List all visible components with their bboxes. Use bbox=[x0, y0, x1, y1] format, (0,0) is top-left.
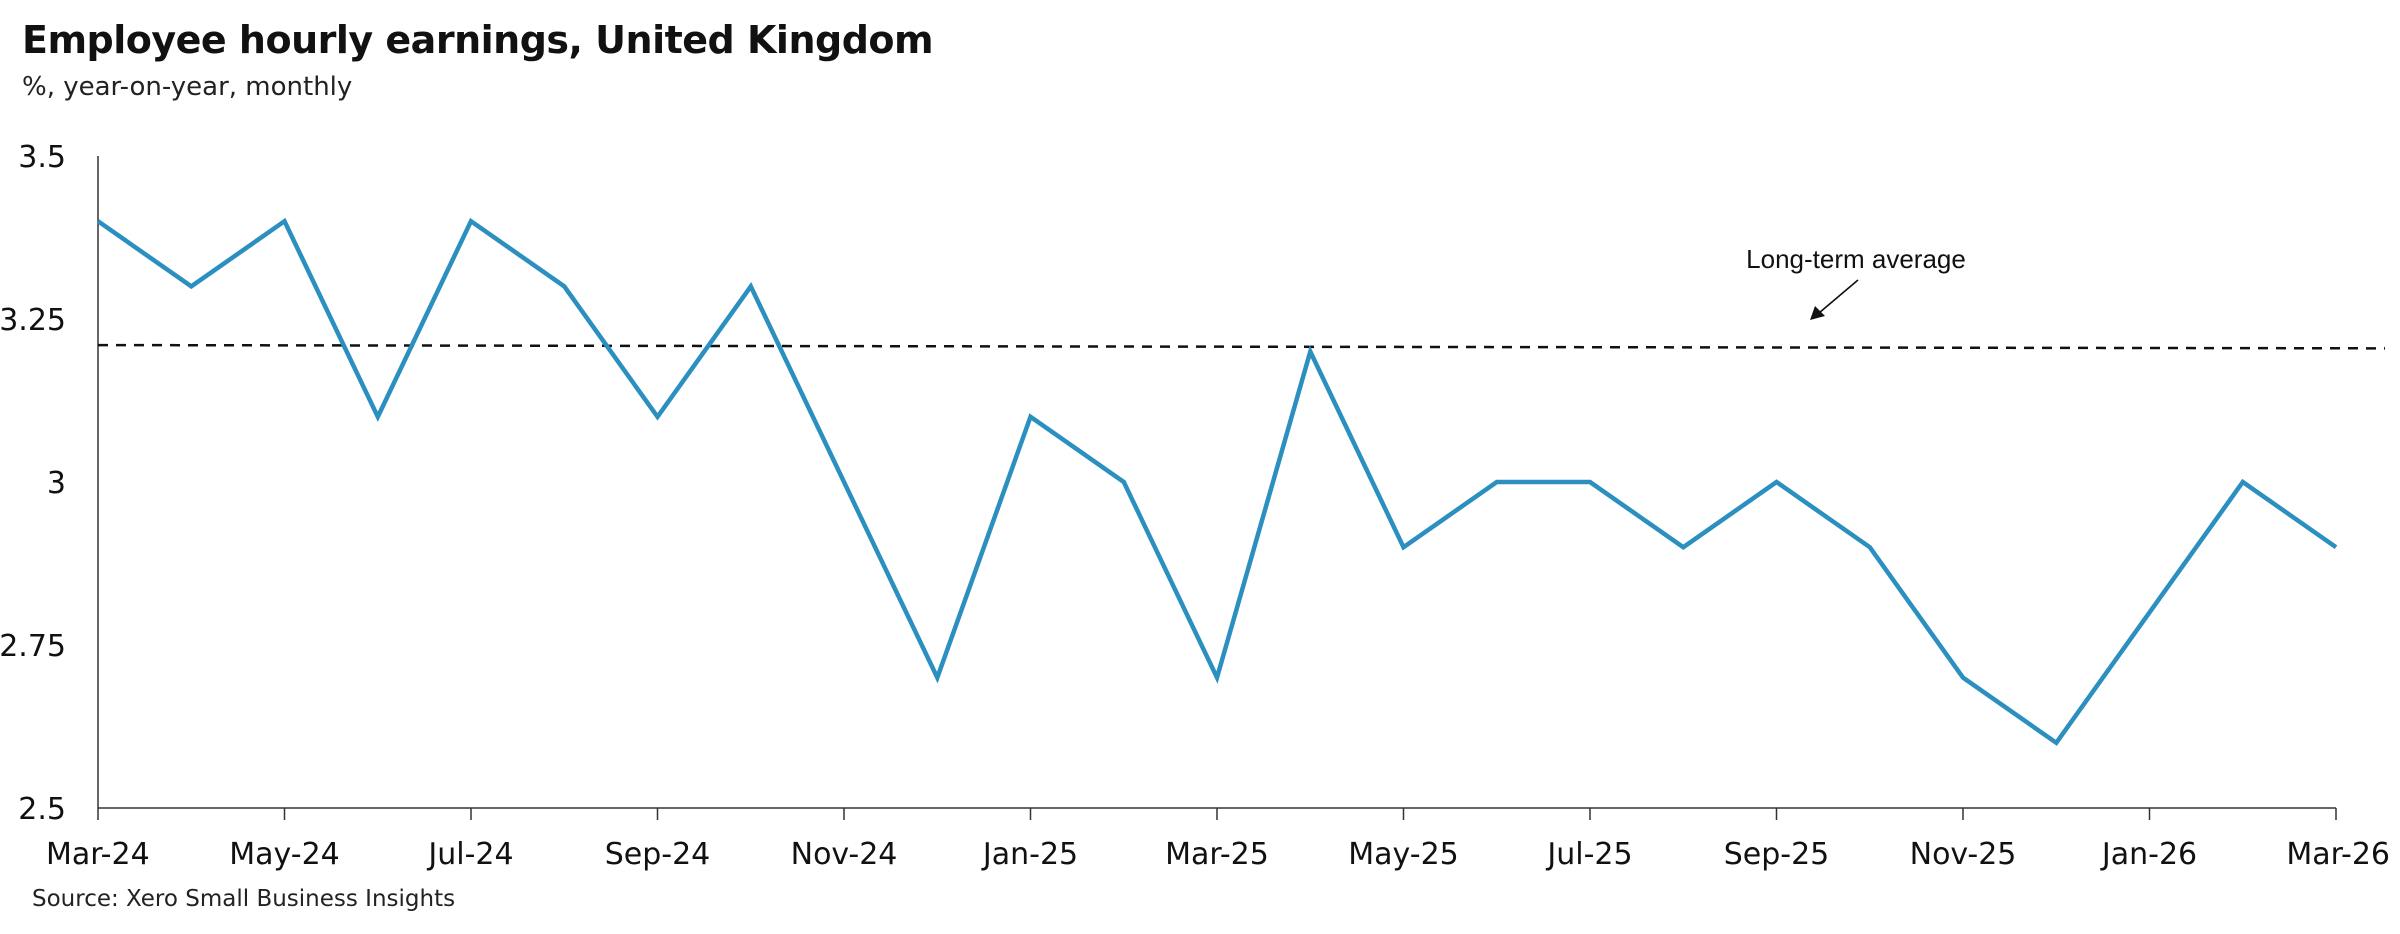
y-tick-label: 3.25 bbox=[0, 303, 66, 338]
y-tick-label: 3.5 bbox=[18, 140, 66, 175]
y-tick-label: 2.5 bbox=[18, 792, 66, 827]
y-tick-label: 2.75 bbox=[0, 629, 66, 664]
chart-source: Source: Xero Small Business Insights bbox=[32, 886, 456, 912]
x-tick-label: Mar-24 bbox=[46, 837, 150, 872]
chart-axes bbox=[97, 156, 2336, 809]
reference-line-group: Long-term average bbox=[97, 244, 2386, 350]
x-tick-label: Jul-24 bbox=[426, 837, 513, 872]
annotation-arrow-line bbox=[1818, 279, 1859, 314]
reference-line-label: Long-term average bbox=[1746, 244, 1966, 274]
x-tick-label: Jul-25 bbox=[1545, 837, 1632, 872]
chart-title: Employee hourly earnings, United Kingdom bbox=[22, 18, 934, 62]
x-tick-label: Mar-25 bbox=[1165, 837, 1269, 872]
y-axis-ticks: 3.5 3.25 3 2.75 2.5 bbox=[0, 140, 66, 827]
x-tick-label: Sep-25 bbox=[1724, 837, 1830, 872]
chart-subtitle: %, year-on-year, monthly bbox=[22, 72, 353, 102]
reference-line bbox=[97, 343, 2386, 350]
y-tick-label: 3 bbox=[47, 466, 66, 501]
x-tick-label: Sep-24 bbox=[605, 837, 711, 872]
series-group bbox=[96, 217, 2338, 746]
x-tick-label: Mar-26 bbox=[2286, 837, 2390, 872]
x-tick-label: Nov-25 bbox=[1910, 837, 2017, 872]
x-tick-label: May-24 bbox=[229, 837, 340, 872]
series-line bbox=[96, 217, 2338, 746]
x-tick-label: May-25 bbox=[1348, 837, 1459, 872]
x-tick-label: Jan-26 bbox=[2100, 837, 2197, 872]
x-tick-label: Jan-25 bbox=[981, 837, 1078, 872]
x-tick-label: Nov-24 bbox=[791, 837, 898, 872]
x-axis-ticks: Mar-24 May-24 Jul-24 Sep-24 Nov-24 Jan-25 Mar-… bbox=[46, 808, 2390, 872]
annotation-arrow-head bbox=[1810, 306, 1825, 320]
